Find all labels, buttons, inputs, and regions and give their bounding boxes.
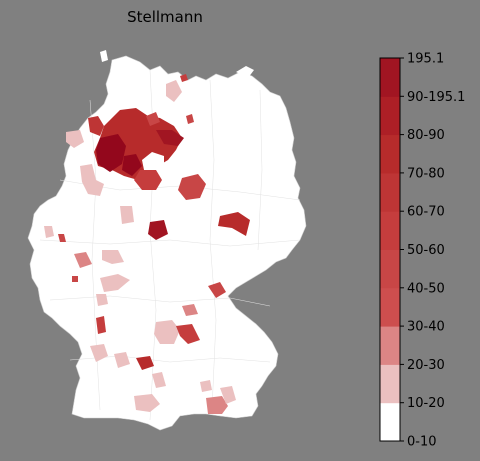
district-pink-4 (96, 294, 108, 306)
district-leipzig (218, 212, 250, 236)
island-north-2 (236, 66, 254, 78)
colorbar-segment (380, 326, 400, 365)
colorbar-tick-label: 70-80 (407, 166, 445, 181)
district-north-red (88, 116, 104, 136)
colorbar (379, 57, 401, 442)
district-pink-5 (152, 372, 166, 388)
district-small-red (186, 114, 194, 124)
island-north-3 (110, 100, 120, 108)
colorbar-tick-label: 0-10 (407, 435, 437, 450)
district-nuremberg-red (176, 324, 200, 344)
colorbar-segment (380, 287, 400, 327)
district-west-red (58, 234, 66, 242)
district-stuttgart-pink (114, 352, 130, 368)
colorbar-segment (380, 58, 400, 97)
district-magdeburg (178, 174, 206, 200)
district-pink-3 (74, 252, 92, 268)
district-stuttgart-red (136, 356, 154, 370)
district-southeast-red (206, 396, 228, 414)
district-karlsruhe-pink (90, 344, 108, 362)
map-title: Stellmann (127, 8, 203, 26)
colorbar-segment (380, 249, 400, 289)
district-pink-frankfurt (100, 274, 130, 292)
colorbar-tick-label: 40-50 (407, 281, 445, 296)
colorbar-tick-label: 50-60 (407, 243, 445, 258)
colorbar-segment (380, 402, 400, 442)
district-chemnitz (208, 282, 226, 298)
district-kiel-dot (180, 74, 188, 82)
district-east-cluster (134, 170, 162, 190)
district-kassel (148, 220, 168, 240)
colorbar-tick-label: 60-70 (407, 205, 445, 220)
colorbar-segment (380, 134, 400, 174)
district-hamburg-small (146, 112, 160, 126)
district-augsburg-pink (200, 380, 212, 392)
district-white-hole (142, 152, 164, 174)
colorbar-tick-label: 195.1 (407, 52, 444, 67)
district-regions (44, 74, 250, 414)
district-nuremberg-pink (154, 320, 180, 344)
district-south-pink (134, 394, 160, 412)
district-bamberg (182, 304, 198, 316)
district-core-dark-3 (122, 154, 142, 176)
island-north-1 (100, 50, 108, 62)
district-westphalia-pink (80, 164, 104, 196)
district-southeast-pink (220, 386, 236, 404)
district-pink-2 (102, 250, 124, 264)
colorbar-segment (380, 211, 400, 250)
colorbar-tick-label: 10-20 (407, 396, 445, 411)
district-small-red-2 (72, 276, 78, 282)
district-ems (66, 130, 84, 148)
colorbar-tick-label: 90-195.1 (407, 90, 465, 105)
colorbar-tick-label: 20-30 (407, 358, 445, 373)
colorbar-ticks: 0-10 10-20 20-30 30-40 40-50 50-60 60-70 70-80 8… (400, 52, 465, 450)
district-ne-pink (166, 80, 182, 102)
colorbar-segment (380, 96, 400, 136)
district-mannheim (96, 316, 106, 334)
colorbar-tick-label: 80-90 (407, 128, 445, 143)
district-core-dark (96, 134, 126, 172)
colorbar-segment (380, 172, 400, 212)
district-central-pink (120, 206, 134, 224)
district-core-dark-2 (156, 130, 184, 146)
colorbar-tick-label: 30-40 (407, 320, 445, 335)
colorbar-segment (380, 364, 400, 404)
district-west-pink-1 (44, 226, 54, 238)
